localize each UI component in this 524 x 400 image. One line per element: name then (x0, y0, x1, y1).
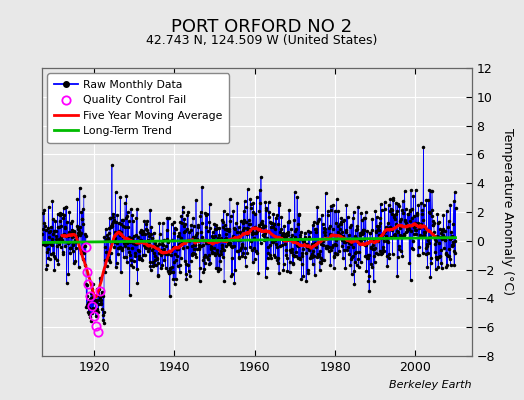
Legend: Raw Monthly Data, Quality Control Fail, Five Year Moving Average, Long-Term Tren: Raw Monthly Data, Quality Control Fail, … (47, 74, 229, 143)
Text: Berkeley Earth: Berkeley Earth (389, 380, 472, 390)
Text: 42.743 N, 124.509 W (United States): 42.743 N, 124.509 W (United States) (146, 34, 378, 47)
Text: PORT ORFORD NO 2: PORT ORFORD NO 2 (171, 18, 353, 36)
Y-axis label: Temperature Anomaly (°C): Temperature Anomaly (°C) (501, 128, 515, 296)
